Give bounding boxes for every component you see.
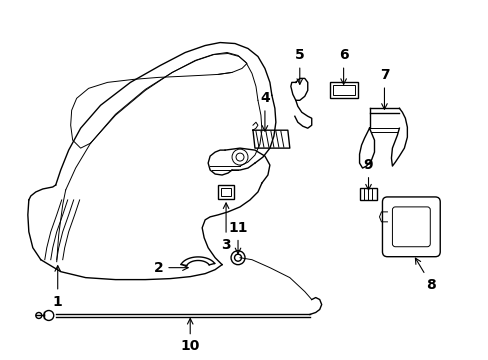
Text: 3: 3: [221, 203, 230, 252]
Text: 4: 4: [260, 91, 269, 131]
Bar: [359, 188, 377, 200]
Text: 8: 8: [415, 258, 435, 292]
Text: 5: 5: [294, 49, 304, 84]
Bar: [221, 188, 230, 196]
Text: 9: 9: [363, 158, 372, 190]
Text: 6: 6: [338, 49, 348, 84]
Text: 2: 2: [153, 261, 188, 275]
Text: 11: 11: [228, 221, 247, 254]
Circle shape: [230, 251, 244, 265]
Text: 7: 7: [379, 68, 388, 109]
Bar: [332, 85, 354, 95]
Bar: [329, 82, 357, 98]
FancyBboxPatch shape: [382, 197, 439, 257]
Text: 1: 1: [53, 266, 62, 309]
Bar: [218, 185, 234, 199]
Text: 10: 10: [180, 319, 200, 354]
